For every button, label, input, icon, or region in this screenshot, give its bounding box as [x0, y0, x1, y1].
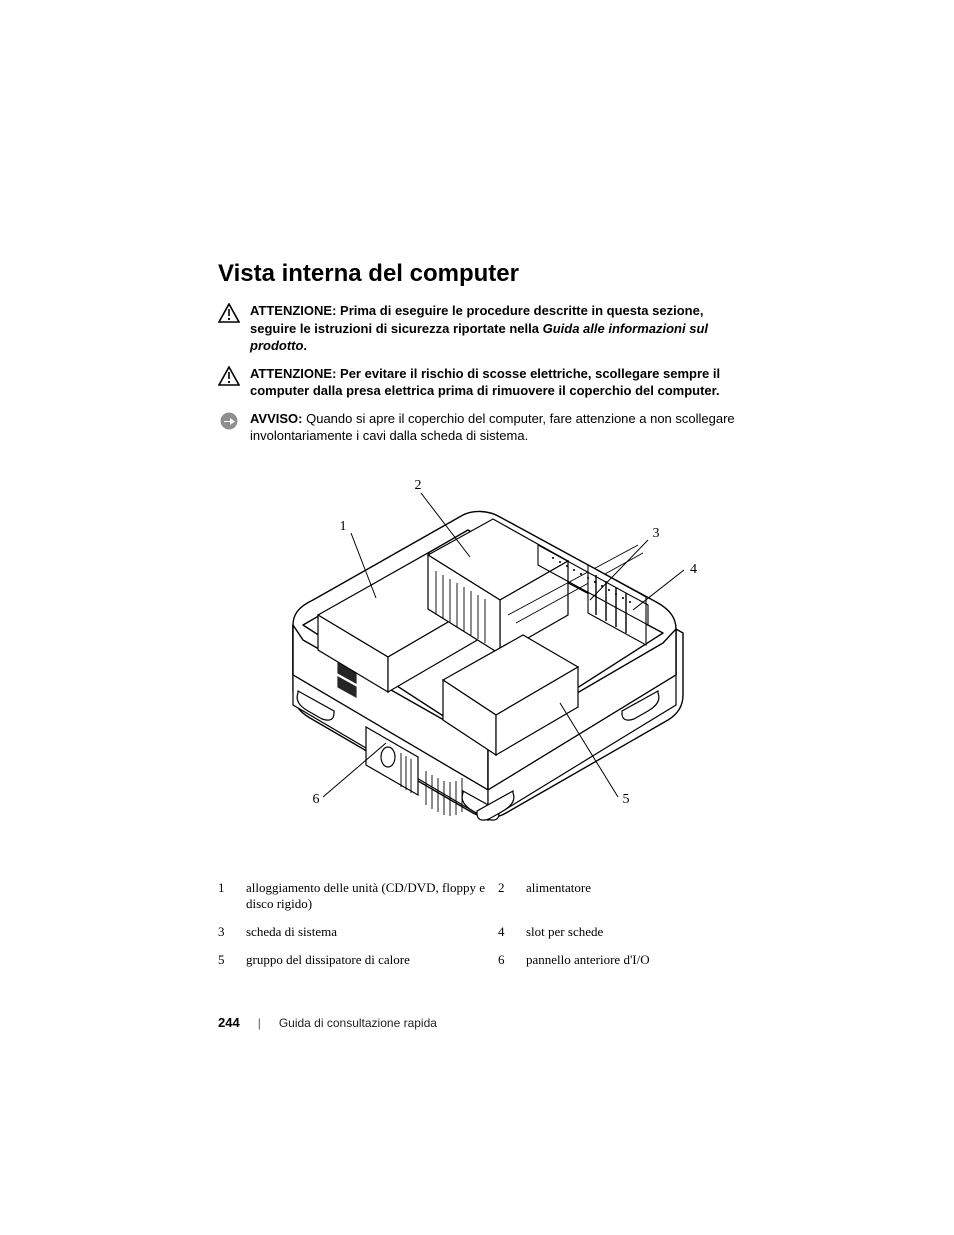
callout-1: 1 [340, 519, 347, 534]
page-title: Vista interna del computer [218, 260, 738, 288]
notice-attenzione-2: ATTENZIONE: Per evitare il rischio di sc… [218, 365, 738, 400]
diagram-legend: 1 alloggiamento delle unità (CD/DVD, flo… [218, 880, 738, 968]
footer-separator: | [258, 1016, 261, 1030]
legend-row: 3 scheda di sistema 4 slot per schede [218, 924, 738, 940]
computer-internal-diagram: 1 2 3 4 5 6 [238, 475, 698, 840]
legend-text: slot per schede [526, 924, 613, 940]
footer-book-title: Guida di consultazione rapida [279, 1016, 437, 1030]
page-number: 244 [218, 1015, 240, 1030]
notice-text: ATTENZIONE: Per evitare il rischio di sc… [250, 365, 738, 400]
notice-part2: . [303, 338, 307, 353]
callout-5: 5 [623, 792, 630, 807]
notice-attenzione-1: ATTENZIONE: Prima di eseguire le procedu… [218, 302, 738, 355]
legend-num: 3 [218, 924, 246, 940]
notice-arrow-circle-icon [218, 411, 240, 431]
legend-num: 4 [498, 924, 526, 940]
caution-triangle-icon [218, 303, 240, 323]
notice-part1: Quando si apre il coperchio del computer… [250, 411, 735, 444]
legend-row: 1 alloggiamento delle unità (CD/DVD, flo… [218, 880, 738, 912]
caution-triangle-icon [218, 366, 240, 386]
legend-text: gruppo del dissipatore di calore [246, 952, 420, 968]
legend-num: 5 [218, 952, 246, 968]
legend-num: 1 [218, 880, 246, 912]
page-footer: 244 | Guida di consultazione rapida [218, 1015, 437, 1030]
notice-lead: ATTENZIONE: [250, 303, 336, 318]
callout-3: 3 [653, 526, 660, 541]
notice-text: AVVISO: Quando si apre il coperchio del … [250, 410, 738, 445]
legend-row: 5 gruppo del dissipatore di calore 6 pan… [218, 952, 738, 968]
legend-num: 6 [498, 952, 526, 968]
legend-text: alloggiamento delle unità (CD/DVD, flopp… [246, 880, 498, 912]
legend-text: pannello anteriore d'I/O [526, 952, 660, 968]
legend-text: scheda di sistema [246, 924, 347, 940]
legend-text: alimentatore [526, 880, 601, 912]
callout-2: 2 [415, 478, 422, 493]
notice-avviso: AVVISO: Quando si apre il coperchio del … [218, 410, 738, 445]
callout-4: 4 [690, 562, 697, 577]
legend-num: 2 [498, 880, 526, 912]
callout-6: 6 [313, 792, 320, 807]
notice-lead: ATTENZIONE: [250, 366, 336, 381]
notice-text: ATTENZIONE: Prima di eseguire le procedu… [250, 302, 738, 355]
notice-lead: AVVISO: [250, 411, 303, 426]
